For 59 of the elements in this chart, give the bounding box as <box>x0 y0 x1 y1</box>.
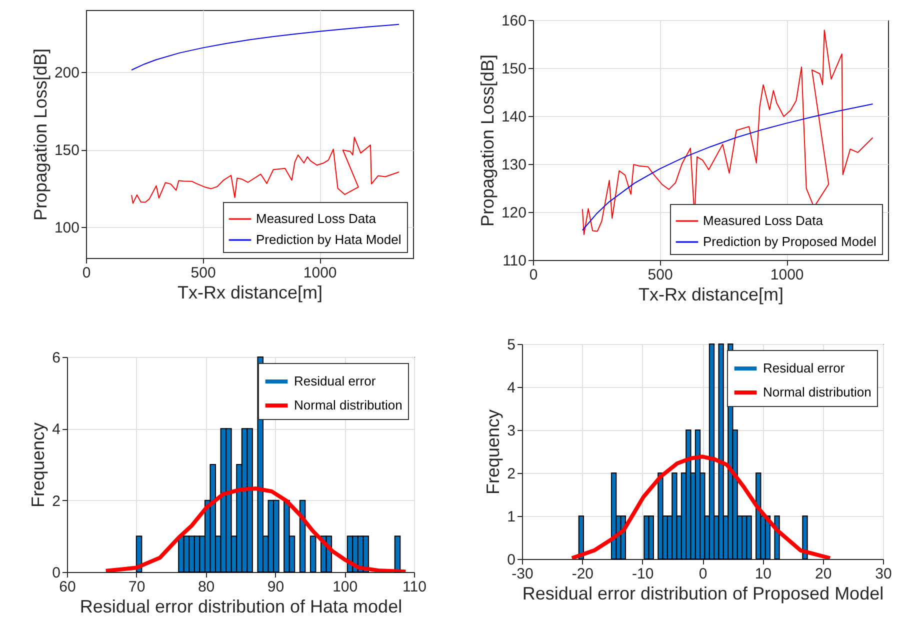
y-tick-label: 3 <box>507 422 516 440</box>
x-tick-label: 30 <box>875 566 892 582</box>
legend-label: Normal distribution <box>294 398 402 412</box>
x-axis-title: Residual error distribution of Proposed Model <box>522 584 884 604</box>
x-tick-label: 90 <box>267 578 284 596</box>
y-tick-label: 2 <box>507 466 516 482</box>
y-axis-title: Propagation Loss[dB] <box>477 54 498 227</box>
y-tick-label: 4 <box>507 380 516 396</box>
line-series <box>104 486 408 572</box>
line-series <box>570 454 832 559</box>
line-series <box>131 24 400 70</box>
x-tick-label: 100 <box>332 578 358 596</box>
x-tick-label: -10 <box>632 566 654 582</box>
x-tick-label: 10 <box>754 566 772 582</box>
y-tick-label: 4 <box>52 421 60 438</box>
legend-label: Residual error <box>763 360 846 376</box>
x-tick-label: 80 <box>198 578 215 596</box>
y-tick-label: 130 <box>501 156 526 174</box>
x-tick-label: 0 <box>698 566 708 582</box>
y-tick-label: 150 <box>54 142 80 159</box>
x-axis-title: Tx-Rx distance[m] <box>638 284 784 304</box>
x-tick-label: 500 <box>648 266 673 284</box>
line-series <box>131 136 400 204</box>
legend-label: Prediction by Proposed Model <box>703 234 877 249</box>
x-tick-label: 60 <box>59 578 76 596</box>
legend-label: Measured Loss Data <box>256 211 377 226</box>
legend-label: Measured Loss Data <box>703 213 824 228</box>
x-tick-label: 1000 <box>303 264 337 282</box>
x-tick-label: 0 <box>82 264 91 282</box>
y-tick-label: 140 <box>501 108 526 126</box>
x-axis-title: Residual error distribution of Hata model <box>80 596 402 616</box>
x-axis-title: Tx-Rx distance[m] <box>177 282 323 302</box>
x-tick-label: 110 <box>402 578 426 596</box>
y-axis-title: Frequency <box>28 422 48 508</box>
legend-label: Residual error <box>294 374 376 388</box>
y-tick-label: 110 <box>502 252 526 270</box>
y-axis-title: Frequency <box>483 409 504 495</box>
y-tick-label: 6 <box>52 350 60 366</box>
y-tick-label: 5 <box>507 336 516 354</box>
x-tick-label: 1000 <box>770 266 804 284</box>
y-tick-label: 160 <box>501 12 526 30</box>
y-tick-label: 1 <box>507 508 516 526</box>
x-tick-label: 70 <box>128 578 146 596</box>
x-tick-label: -30 <box>512 566 534 582</box>
legend-label: Normal distribution <box>763 384 872 400</box>
x-tick-label: 0 <box>529 266 538 284</box>
x-tick-label: 500 <box>190 264 216 282</box>
y-tick-label: 120 <box>501 204 526 222</box>
legend-label: Prediction by Hata Model <box>256 232 402 247</box>
y-tick-label: 150 <box>501 60 526 78</box>
y-tick-label: 2 <box>52 492 60 510</box>
line-series <box>582 30 874 236</box>
y-tick-label: 100 <box>54 220 80 236</box>
y-tick-label: 0 <box>507 552 516 568</box>
x-tick-label: -20 <box>572 566 594 582</box>
y-axis-title: Propagation Loss[dB] <box>30 48 50 221</box>
y-tick-label: 200 <box>54 64 80 82</box>
line-series <box>582 104 874 231</box>
x-tick-label: 20 <box>814 566 832 582</box>
